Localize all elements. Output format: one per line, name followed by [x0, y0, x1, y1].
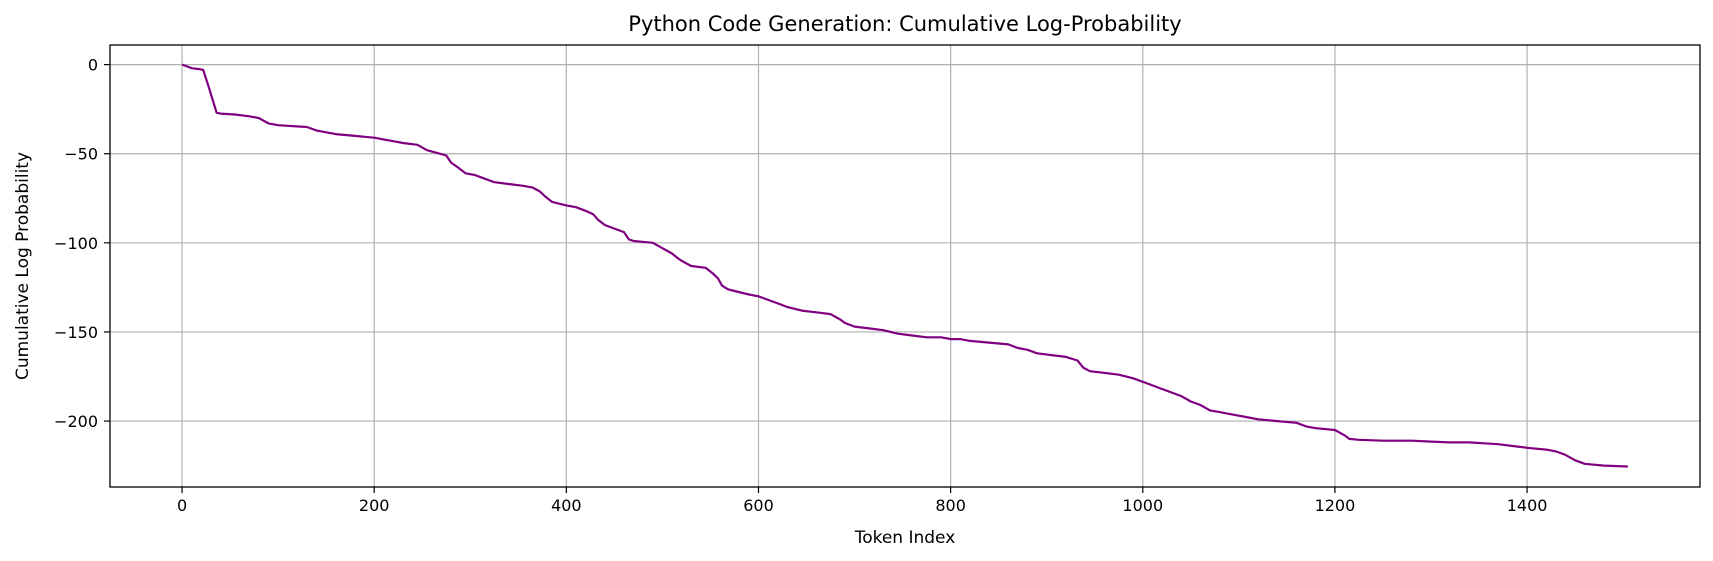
cumulative-logprob-line	[181, 63, 1628, 468]
y-tick-label: −100	[54, 234, 98, 253]
x-tick-label: 400	[551, 496, 582, 515]
y-tick-label: 0	[88, 56, 98, 75]
x-tick-label: 600	[743, 496, 774, 515]
x-tick-label: 200	[359, 496, 390, 515]
x-tick-label: 800	[935, 496, 966, 515]
y-axis-title: Cumulative Log Probability	[13, 152, 33, 380]
series-layer	[181, 63, 1628, 468]
x-tick-label: 1000	[1122, 496, 1163, 515]
chart-title: Python Code Generation: Cumulative Log-P…	[628, 12, 1181, 36]
plot-frame	[109, 44, 1701, 488]
x-tick-label: 1200	[1315, 496, 1356, 515]
x-axis-title: Token Index	[854, 528, 956, 548]
y-axis-ticks: 0 −50 −100 −150 −200	[54, 56, 110, 431]
y-tick-label: −150	[54, 323, 98, 342]
grid-lines	[110, 45, 1700, 487]
y-tick-label: −50	[64, 145, 98, 164]
x-axis-ticks: 0 200 400 600 800 1000 1200 1400	[177, 487, 1547, 515]
x-tick-label: 0	[177, 496, 187, 515]
y-tick-label: −200	[54, 412, 98, 431]
x-tick-label: 1400	[1507, 496, 1548, 515]
